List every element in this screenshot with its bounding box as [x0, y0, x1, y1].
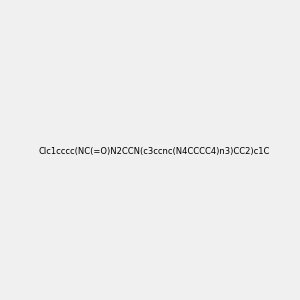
Text: Clc1cccc(NC(=O)N2CCN(c3ccnc(N4CCCC4)n3)CC2)c1C: Clc1cccc(NC(=O)N2CCN(c3ccnc(N4CCCC4)n3)C…: [38, 147, 269, 156]
